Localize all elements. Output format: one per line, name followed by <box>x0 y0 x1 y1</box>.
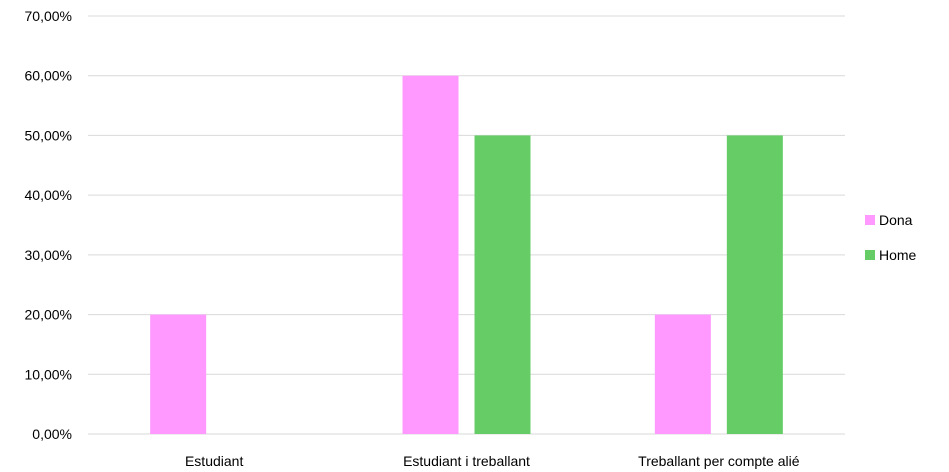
legend: Dona Home <box>865 212 917 263</box>
x-tick-label: Estudiant <box>185 453 243 469</box>
legend-swatch-home <box>865 250 875 260</box>
x-axis-tick-labels: Estudiant Estudiant i treballant Treballan… <box>185 453 800 469</box>
y-tick-label: 20,00% <box>25 307 72 323</box>
y-tick-label: 10,00% <box>25 366 72 382</box>
legend-label: Home <box>879 247 917 263</box>
y-axis-tick-labels: 0,00% 10,00% 20,00% 30,00% 40,00% 50,00% 60,00… <box>25 8 72 442</box>
y-tick-label: 70,00% <box>25 8 72 24</box>
x-tick-label: Treballant per compte alié <box>638 453 800 469</box>
bar-dona-2 <box>654 314 711 434</box>
y-tick-label: 30,00% <box>25 247 72 263</box>
legend-label: Dona <box>879 212 913 228</box>
y-tick-label: 0,00% <box>32 426 72 442</box>
bar-dona-0 <box>150 314 207 434</box>
y-tick-label: 50,00% <box>25 127 72 143</box>
gridlines <box>88 15 845 435</box>
y-tick-label: 60,00% <box>25 68 72 84</box>
x-tick-label: Estudiant i treballant <box>403 453 530 469</box>
bars <box>150 75 783 434</box>
legend-swatch-dona <box>865 215 875 225</box>
bar-home-1 <box>474 135 531 434</box>
y-tick-label: 40,00% <box>25 187 72 203</box>
bar-home-2 <box>726 135 783 434</box>
bar-dona-1 <box>402 75 459 434</box>
